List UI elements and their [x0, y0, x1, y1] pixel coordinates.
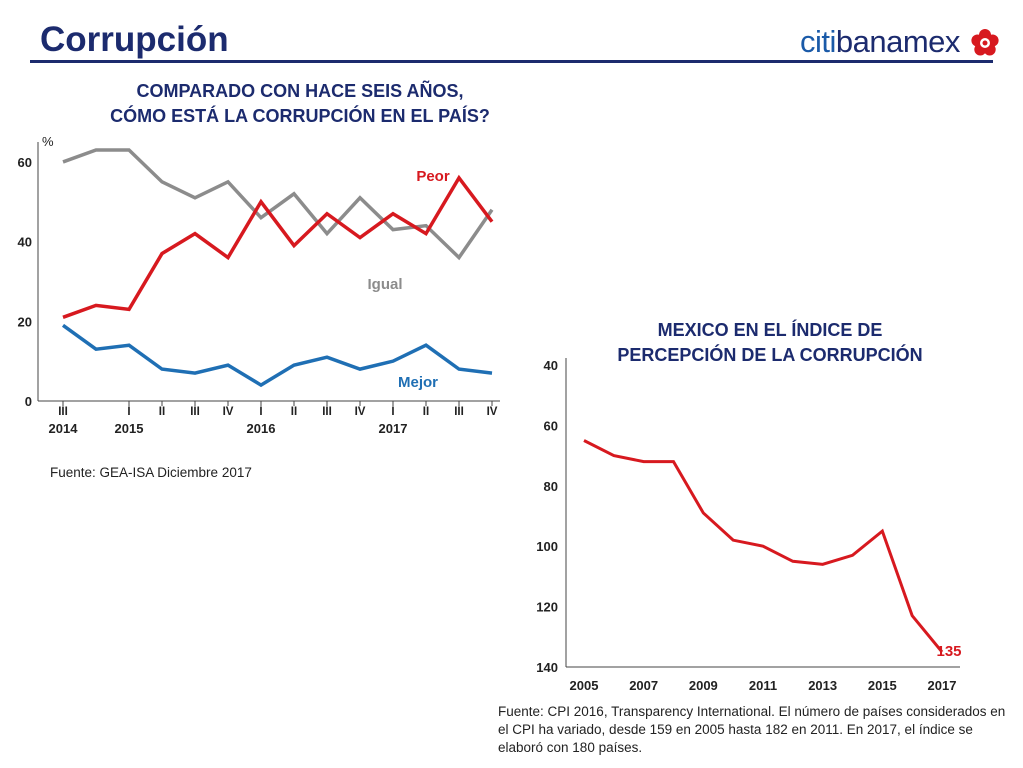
page-title: Corrupción	[40, 20, 229, 59]
logo-flower-icon	[971, 29, 999, 56]
y-tick-label: 120	[536, 600, 558, 615]
year-label: 2016	[247, 421, 276, 436]
citibanamex-logo: citibanamex	[800, 24, 999, 60]
y-axis-unit: %	[42, 134, 54, 149]
quarter-label: IV	[223, 406, 234, 418]
cpi-chart-title: MEXICO EN EL ÍNDICE DE PERCEPCIÓN DE LA …	[560, 318, 980, 368]
quarter-label: I	[259, 406, 262, 418]
y-tick-label: 60	[18, 155, 32, 170]
cpi-chart-title-line1: MEXICO EN EL ÍNDICE DE	[657, 320, 883, 340]
y-tick-label: 40	[544, 358, 558, 373]
quarter-label: III	[454, 406, 464, 418]
y-tick-label: 80	[544, 479, 558, 494]
x-tick-label: 2007	[629, 678, 658, 693]
series-line-peor	[62, 174, 494, 319]
quarter-label: II	[423, 406, 429, 418]
x-tick-label: 2013	[808, 678, 837, 693]
y-tick-label: 60	[544, 418, 558, 433]
y-tick-label: 140	[536, 660, 558, 675]
quarter-label: I	[391, 406, 394, 418]
series-line-igual	[62, 148, 494, 261]
survey-source-note: Fuente: GEA-ISA Diciembre 2017	[50, 465, 252, 480]
series-label-mejor: Mejor	[398, 374, 438, 391]
y-tick-label: 20	[18, 314, 32, 329]
year-label: 2015	[115, 421, 144, 436]
series-line-mejor	[61, 323, 493, 388]
survey-chart-title-line2: CÓMO ESTÁ LA CORRUPCIÓN EN EL PAÍS?	[110, 106, 490, 126]
quarter-label: I	[127, 406, 130, 418]
logo-text-citi: citi	[800, 24, 836, 59]
year-label: 2014	[49, 421, 79, 436]
quarter-label: IV	[355, 406, 366, 418]
x-tick-label: 2017	[928, 678, 957, 693]
cpi-data-label: 135	[936, 643, 961, 660]
cpi-source-note: Fuente: CPI 2016, Transparency Internati…	[498, 704, 1006, 755]
x-tick-label: 2009	[689, 678, 718, 693]
quarter-label: II	[291, 406, 297, 418]
cpi-chart-title-line2: PERCEPCIÓN DE LA CORRUPCIÓN	[617, 345, 923, 365]
y-tick-label: 100	[536, 539, 558, 554]
quarter-label: IV	[487, 406, 498, 418]
quarter-label: III	[322, 406, 332, 418]
x-tick-label: 2011	[749, 678, 777, 693]
survey-chart-title: COMPARADO CON HACE SEIS AÑOS, CÓMO ESTÁ …	[60, 79, 540, 129]
series-label-igual: Igual	[367, 276, 402, 293]
quarter-label: III	[190, 406, 200, 418]
y-tick-label: 40	[18, 235, 32, 250]
survey-chart-title-line1: COMPARADO CON HACE SEIS AÑOS,	[136, 81, 464, 101]
logo-text-banamex: banamex	[835, 24, 961, 59]
y-tick-label: 0	[25, 394, 32, 409]
x-tick-label: 2005	[570, 678, 599, 693]
series-label-peor: Peor	[416, 168, 450, 185]
x-tick-label: 2015	[868, 678, 897, 693]
quarter-label: III	[58, 406, 68, 418]
quarter-label: II	[159, 406, 165, 418]
year-label: 2017	[379, 421, 408, 436]
cpi-series-line	[583, 439, 944, 653]
title-underline	[30, 60, 993, 63]
